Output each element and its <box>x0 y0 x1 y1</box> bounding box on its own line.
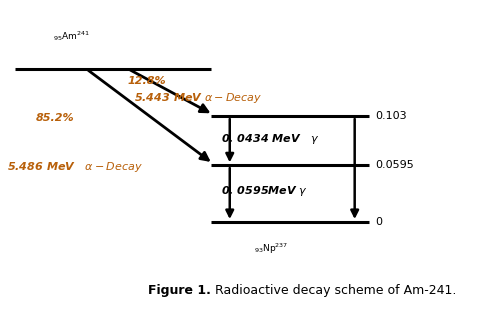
Text: 0. 0434 MeV   $\gamma$: 0. 0434 MeV $\gamma$ <box>221 132 319 146</box>
Text: Figure 1.: Figure 1. <box>148 284 211 297</box>
Text: 85.2%: 85.2% <box>36 113 74 123</box>
Text: 5.443 MeV $\alpha - Decay$: 5.443 MeV $\alpha - Decay$ <box>134 91 262 105</box>
Text: 5.486 MeV   $\alpha - Decay$: 5.486 MeV $\alpha - Decay$ <box>7 160 143 174</box>
Text: $_{93}$Np$^{237}$: $_{93}$Np$^{237}$ <box>253 242 288 256</box>
Text: Radioactive decay scheme of Am-241.: Radioactive decay scheme of Am-241. <box>211 284 456 297</box>
Text: 0.0595: 0.0595 <box>375 160 413 170</box>
Text: $_{95}$Am$^{241}$: $_{95}$Am$^{241}$ <box>53 29 89 43</box>
Text: 0. 0595MeV $\gamma$: 0. 0595MeV $\gamma$ <box>221 184 308 198</box>
Text: 0.103: 0.103 <box>375 111 406 121</box>
Text: 12.8%: 12.8% <box>128 76 166 86</box>
Text: 0: 0 <box>375 217 382 227</box>
